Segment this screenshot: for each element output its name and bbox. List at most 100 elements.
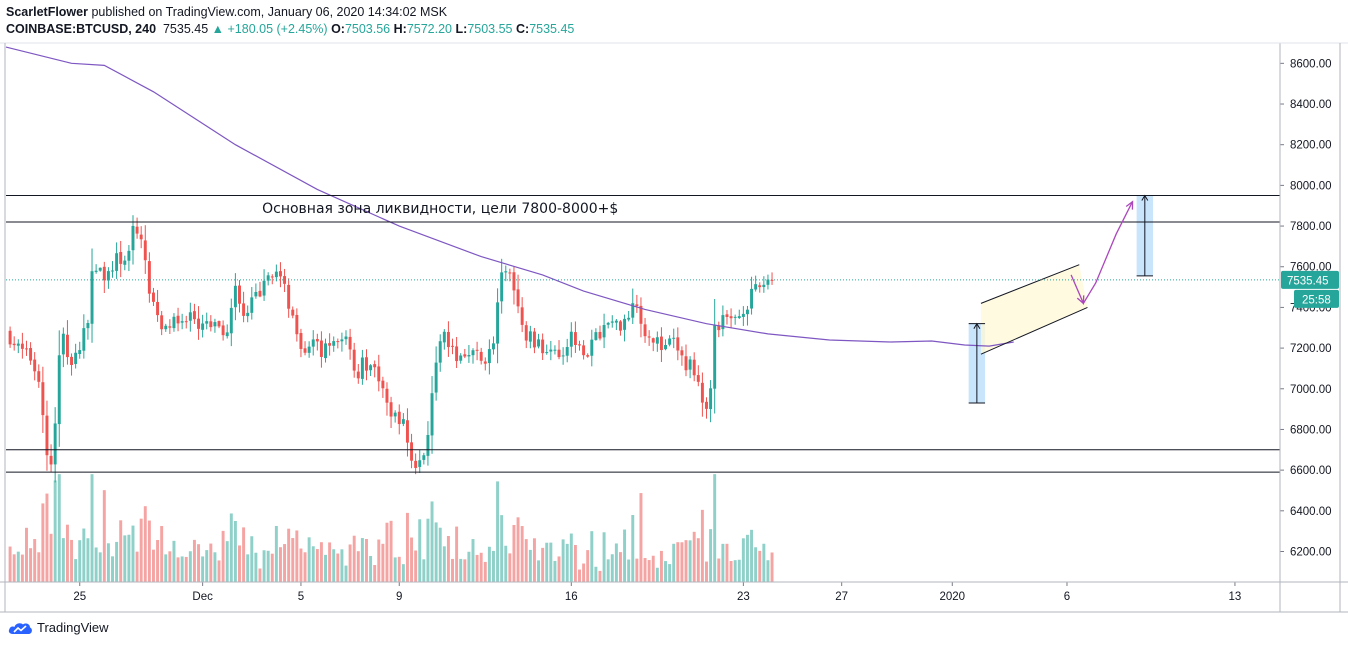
candle-up	[549, 349, 553, 352]
forecast-arrowhead-dip	[1076, 295, 1085, 305]
parallel-channel-fill[interactable]	[980, 264, 1088, 355]
volume-bar	[549, 542, 553, 582]
candle-up	[369, 365, 373, 371]
volume-bar	[475, 554, 479, 582]
liquidity-zone-label[interactable]: Основная зона ликвидности, цели 7800-800…	[262, 201, 618, 217]
candle-down	[45, 415, 49, 456]
volume-bar	[545, 542, 549, 582]
volume-bar	[532, 538, 536, 582]
volume-bar	[500, 515, 504, 582]
x-tick-label: 6	[1064, 591, 1070, 603]
channel-lower-line[interactable]	[980, 306, 1088, 355]
volume-bar	[209, 543, 213, 582]
candle-up	[745, 309, 749, 315]
price-range-arrowhead	[1141, 194, 1149, 201]
open-value: 7503.56	[344, 22, 391, 36]
volume-bar	[254, 552, 258, 582]
volume-bar	[41, 503, 45, 582]
volume-bar	[278, 547, 282, 582]
candle-up	[418, 460, 422, 467]
volume-bar	[340, 549, 344, 582]
tradingview-logo[interactable]: TradingView	[7, 620, 109, 635]
close-label: C:	[515, 22, 530, 36]
price-change: ▲ +180.05 (+2.45%)	[211, 22, 328, 36]
volume-bar	[262, 550, 266, 582]
volume-bar	[192, 539, 196, 582]
candle-up	[553, 349, 557, 351]
candle-up	[688, 359, 692, 370]
author-name[interactable]: ScarletFlower	[6, 5, 88, 19]
candle-up	[467, 355, 471, 357]
candle-down	[156, 301, 160, 316]
volume-bar	[688, 540, 692, 582]
volume-bar	[401, 564, 405, 582]
volume-bar	[311, 546, 315, 582]
volume-bar	[721, 543, 725, 582]
volume-bar	[213, 552, 217, 582]
volume-bar	[65, 524, 69, 582]
volume-bar	[487, 546, 491, 582]
y-tick-label: 6200.00	[1290, 546, 1332, 558]
volume-bar	[553, 560, 557, 582]
candle-down	[717, 325, 721, 331]
candle-up	[565, 347, 569, 356]
candle-down	[319, 340, 323, 357]
volume-bar	[283, 544, 287, 582]
volume-bar	[569, 533, 573, 582]
volume-bar	[115, 541, 119, 582]
volume-bar	[426, 518, 430, 582]
candle-down	[102, 266, 106, 281]
candle-down	[582, 345, 586, 356]
countdown-tag	[1294, 289, 1339, 308]
candle-down	[258, 290, 262, 297]
forecast-arrow-path[interactable]	[1070, 201, 1134, 305]
volume-bar	[643, 557, 647, 582]
volume-bar	[446, 536, 450, 582]
volume-bar	[143, 506, 147, 582]
candle-down	[270, 276, 274, 278]
candle-down	[147, 261, 151, 294]
y-tick-label: 8200.00	[1290, 140, 1332, 152]
candle-down	[352, 349, 356, 371]
candle-down	[197, 318, 201, 329]
volume-bar	[410, 537, 414, 582]
volume-bar	[197, 544, 201, 582]
candle-up	[262, 280, 266, 296]
volume-bar	[291, 538, 295, 582]
candle-up	[307, 346, 311, 353]
volume-bar	[684, 540, 688, 582]
x-tick-label: 5	[298, 591, 304, 603]
volume-bar	[655, 567, 659, 582]
volume-bar	[418, 519, 422, 582]
candle-down	[303, 348, 307, 353]
candle-down	[12, 343, 16, 346]
tradingview-cloud-icon	[8, 622, 32, 634]
candle-up	[172, 316, 176, 329]
volume-bar	[762, 543, 766, 582]
forecast-arrowhead-target	[1125, 200, 1134, 210]
volume-bar	[29, 548, 33, 582]
volume-bar	[713, 474, 717, 582]
candle-up	[442, 331, 446, 343]
candle-up	[266, 275, 270, 281]
candle-up	[106, 271, 110, 281]
channel-upper-line[interactable]	[980, 264, 1080, 304]
symbol-name[interactable]: COINBASE:BTCUSD, 240	[6, 22, 157, 36]
candle-up	[131, 225, 135, 251]
volume-bar	[205, 550, 209, 582]
x-tick-label: 23	[737, 591, 750, 603]
candle-down	[139, 234, 143, 240]
volume-bar	[680, 542, 684, 582]
volume-bar	[524, 539, 528, 582]
volume-bar	[70, 539, 74, 582]
candle-down	[410, 442, 414, 461]
candle-up	[401, 419, 405, 424]
candle-down	[192, 311, 196, 320]
candle-up	[94, 270, 98, 272]
candle-down	[348, 336, 352, 350]
volume-bar	[233, 520, 237, 582]
last-price-tag	[1281, 270, 1339, 289]
volume-bar	[672, 543, 676, 582]
candle-down	[700, 382, 704, 403]
